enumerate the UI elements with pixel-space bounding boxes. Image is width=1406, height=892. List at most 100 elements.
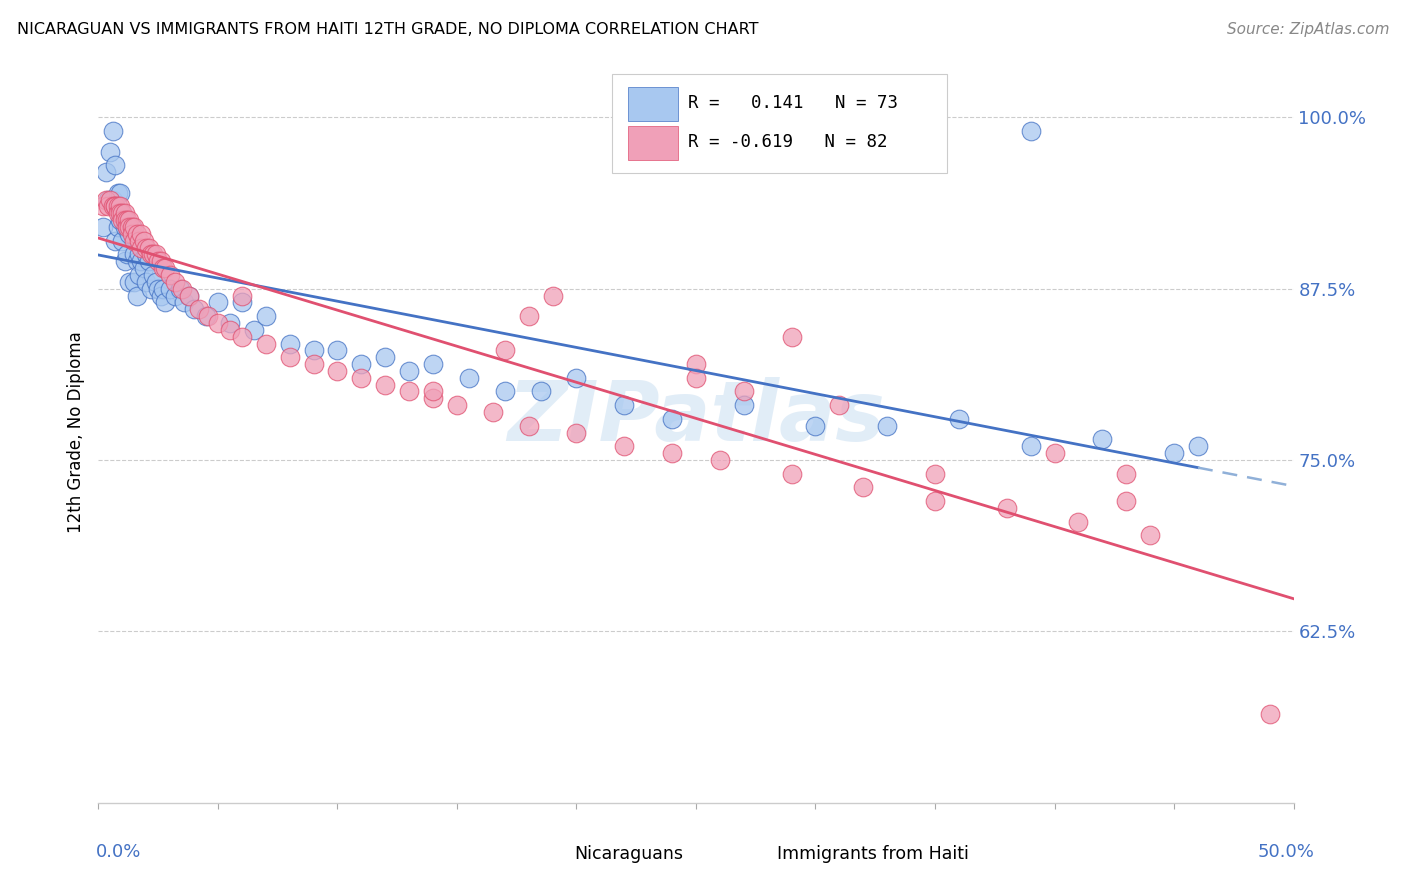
Text: 0.0%: 0.0% <box>96 843 141 861</box>
Point <box>107 206 129 220</box>
Text: Immigrants from Haiti: Immigrants from Haiti <box>778 845 969 863</box>
Point <box>398 364 420 378</box>
Point <box>97 199 120 213</box>
Point <box>139 247 162 261</box>
Point <box>195 309 218 323</box>
Point <box>565 425 588 440</box>
Point <box>374 350 396 364</box>
Point <box>1067 515 1090 529</box>
Point <box>118 227 141 241</box>
FancyBboxPatch shape <box>730 841 770 866</box>
Point <box>159 282 181 296</box>
Point <box>128 247 150 261</box>
Point <box>125 288 148 302</box>
Point <box>124 219 146 234</box>
Point <box>152 282 174 296</box>
Point <box>207 316 229 330</box>
Point <box>458 371 481 385</box>
Point <box>446 398 468 412</box>
Point <box>179 288 201 302</box>
Point <box>661 446 683 460</box>
Point <box>135 275 157 289</box>
Point <box>613 398 636 412</box>
Point <box>114 254 136 268</box>
Point <box>131 254 153 268</box>
Point <box>1019 439 1042 453</box>
Point <box>1019 124 1042 138</box>
Point <box>254 309 277 323</box>
Point <box>121 219 143 234</box>
Point <box>159 268 181 282</box>
Point <box>804 418 827 433</box>
Point <box>231 329 253 343</box>
Text: NICARAGUAN VS IMMIGRANTS FROM HAITI 12TH GRADE, NO DIPLOMA CORRELATION CHART: NICARAGUAN VS IMMIGRANTS FROM HAITI 12TH… <box>17 22 758 37</box>
Point <box>124 234 146 248</box>
Point <box>207 295 229 310</box>
Point <box>124 275 146 289</box>
Point <box>183 302 205 317</box>
Point <box>145 275 167 289</box>
Point <box>111 206 134 220</box>
Point <box>94 193 117 207</box>
Point <box>1115 467 1137 481</box>
FancyBboxPatch shape <box>613 73 948 173</box>
Point <box>1139 528 1161 542</box>
Point <box>852 480 875 494</box>
FancyBboxPatch shape <box>628 87 678 121</box>
Point <box>302 343 325 358</box>
Point <box>114 219 136 234</box>
Point <box>115 247 138 261</box>
Point <box>1043 446 1066 460</box>
Point <box>517 418 540 433</box>
Point <box>104 234 127 248</box>
Point <box>124 247 146 261</box>
Point <box>302 357 325 371</box>
Point <box>733 398 755 412</box>
Point <box>172 282 194 296</box>
Point <box>422 384 444 399</box>
Point <box>115 213 138 227</box>
Point <box>179 288 201 302</box>
Point <box>661 412 683 426</box>
Point <box>145 247 167 261</box>
Point <box>131 227 153 241</box>
Point <box>108 199 131 213</box>
Point <box>231 288 253 302</box>
Point <box>326 343 349 358</box>
Point <box>733 384 755 399</box>
Point <box>148 254 170 268</box>
Point <box>91 199 114 213</box>
Point <box>107 199 129 213</box>
Point <box>142 247 165 261</box>
Point <box>828 398 851 412</box>
Point <box>104 158 127 172</box>
Point <box>111 213 134 227</box>
Point <box>169 282 191 296</box>
Point <box>197 309 219 323</box>
Point <box>104 199 127 213</box>
Point <box>278 350 301 364</box>
Point <box>494 384 516 399</box>
Point <box>142 268 165 282</box>
Point <box>111 234 134 248</box>
Point <box>422 392 444 406</box>
Point <box>148 282 170 296</box>
Point <box>118 213 141 227</box>
Point <box>948 412 970 426</box>
Point <box>517 309 540 323</box>
Point <box>278 336 301 351</box>
Point <box>149 288 172 302</box>
Point <box>125 227 148 241</box>
Point <box>685 371 707 385</box>
Point <box>114 206 136 220</box>
Point <box>685 357 707 371</box>
Point <box>173 295 195 310</box>
Point <box>108 186 131 200</box>
Point <box>91 219 114 234</box>
Point <box>876 418 898 433</box>
Point <box>132 234 155 248</box>
Point <box>128 234 150 248</box>
Point <box>243 323 266 337</box>
Point <box>101 199 124 213</box>
Point <box>1115 494 1137 508</box>
